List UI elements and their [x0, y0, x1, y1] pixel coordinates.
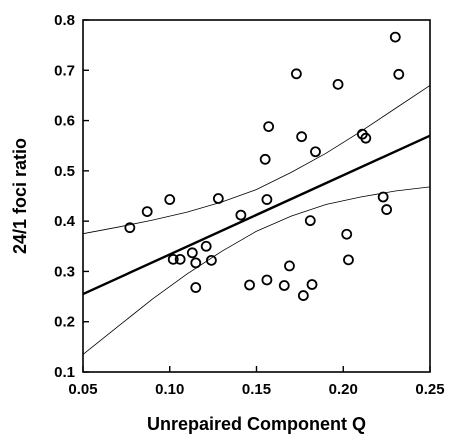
- x-tick-label: 0.10: [155, 381, 184, 398]
- data-point: [310, 146, 321, 158]
- y-tick-label: 0.4: [54, 213, 76, 230]
- confidence-band-upper: [82, 85, 431, 235]
- data-point: [261, 194, 273, 205]
- data-point: [186, 247, 198, 259]
- data-point: [261, 274, 273, 286]
- data-point: [259, 153, 271, 165]
- confidence-band-lower: [82, 186, 431, 355]
- x-axis-label: Unrepaired Component Q: [147, 414, 366, 434]
- data-point: [200, 240, 212, 252]
- x-tick-label: 0.05: [68, 381, 97, 398]
- data-point: [381, 204, 393, 215]
- x-tick-label: 0.20: [329, 381, 358, 398]
- data-point: [291, 68, 302, 80]
- data-point: [393, 68, 405, 80]
- regression-line-group: [82, 134, 431, 296]
- x-axis-ticks: 0.05 0.10 0.15 0.20 0.25: [68, 366, 445, 398]
- confidence-band: [82, 85, 431, 355]
- data-point: [278, 280, 290, 291]
- y-tick-label: 0.8: [54, 12, 75, 29]
- data-point: [190, 282, 202, 293]
- y-axis-ticks: 0.1 0.2 0.3 0.4 0.5 0.6 0.7 0.8: [54, 12, 89, 381]
- y-tick-label: 0.6: [54, 113, 75, 130]
- data-point: [304, 215, 316, 227]
- y-tick-label: 0.1: [54, 364, 75, 381]
- data-point: [174, 253, 186, 265]
- data-point: [141, 206, 153, 217]
- data-point: [332, 78, 344, 90]
- data-point: [190, 257, 202, 269]
- x-tick-label: 0.15: [242, 381, 271, 398]
- data-point: [212, 193, 224, 204]
- data-point: [343, 254, 354, 266]
- data-point: [167, 253, 179, 265]
- data-point: [341, 228, 353, 240]
- y-tick-label: 0.7: [54, 62, 75, 79]
- y-tick-label: 0.3: [54, 263, 75, 280]
- plot-area: [82, 19, 431, 373]
- y-axis-label: 24/1 foci ratio: [10, 138, 30, 254]
- data-point: [263, 121, 275, 133]
- data-points: [124, 31, 405, 301]
- data-point: [296, 131, 308, 143]
- x-tick-label: 0.25: [415, 381, 444, 398]
- y-tick-label: 0.5: [54, 163, 75, 180]
- data-point: [235, 209, 247, 221]
- y-tick-label: 0.2: [54, 314, 75, 331]
- data-point: [205, 254, 217, 266]
- data-point: [306, 279, 318, 290]
- data-point: [244, 279, 255, 291]
- data-point: [284, 260, 295, 272]
- data-point: [360, 132, 372, 144]
- regression-line: [82, 134, 431, 296]
- data-point: [389, 31, 401, 43]
- data-point: [124, 222, 136, 234]
- data-point: [164, 194, 176, 205]
- data-point: [377, 191, 389, 203]
- data-point: [297, 290, 309, 301]
